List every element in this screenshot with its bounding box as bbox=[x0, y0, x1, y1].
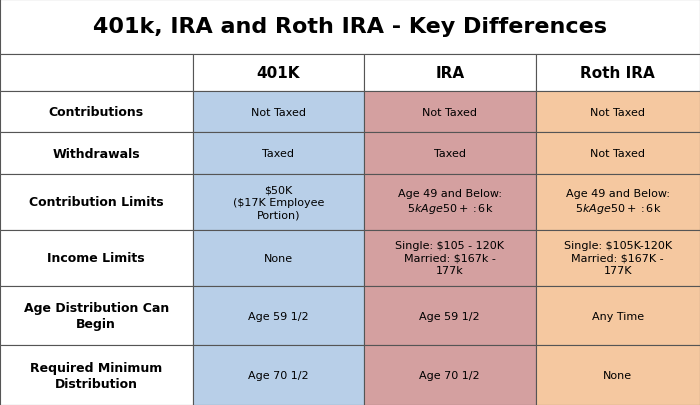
Text: 401K: 401K bbox=[256, 66, 300, 81]
Bar bbox=[536, 55, 700, 92]
Bar bbox=[536, 230, 700, 286]
Text: Age Distribution Can
Begin: Age Distribution Can Begin bbox=[24, 301, 169, 330]
Text: Required Minimum
Distribution: Required Minimum Distribution bbox=[30, 361, 162, 390]
Text: Taxed: Taxed bbox=[262, 149, 294, 159]
Bar bbox=[193, 345, 364, 405]
Text: Contribution Limits: Contribution Limits bbox=[29, 196, 164, 209]
Text: None: None bbox=[264, 253, 293, 263]
Bar bbox=[0, 175, 193, 230]
Bar bbox=[193, 175, 364, 230]
Bar bbox=[0, 286, 193, 345]
Text: 401k, IRA and Roth IRA - Key Differences: 401k, IRA and Roth IRA - Key Differences bbox=[93, 17, 607, 37]
Text: Not Taxed: Not Taxed bbox=[251, 107, 306, 117]
Text: Not Taxed: Not Taxed bbox=[590, 107, 645, 117]
Bar bbox=[364, 92, 536, 133]
Text: Contributions: Contributions bbox=[49, 106, 144, 119]
Text: Age 70 1/2: Age 70 1/2 bbox=[248, 370, 309, 380]
Bar bbox=[364, 55, 536, 92]
Text: Roth IRA: Roth IRA bbox=[580, 66, 655, 81]
Bar bbox=[0, 345, 193, 405]
Bar bbox=[193, 230, 364, 286]
Text: Income Limits: Income Limits bbox=[48, 252, 145, 264]
Bar bbox=[0, 0, 700, 55]
Bar bbox=[536, 175, 700, 230]
Bar bbox=[193, 286, 364, 345]
Bar bbox=[364, 133, 536, 175]
Text: IRA: IRA bbox=[435, 66, 464, 81]
Bar bbox=[536, 286, 700, 345]
Bar bbox=[0, 133, 193, 175]
Bar bbox=[0, 230, 193, 286]
Text: Single: $105K-120K
Married: $167K -
177K: Single: $105K-120K Married: $167K - 177K bbox=[564, 241, 672, 275]
Text: Age 59 1/2: Age 59 1/2 bbox=[248, 311, 309, 321]
Text: Single: $105 - 120K
Married: $167k -
177k: Single: $105 - 120K Married: $167k - 177… bbox=[395, 241, 504, 275]
Text: Any Time: Any Time bbox=[592, 311, 644, 321]
Bar bbox=[0, 55, 193, 92]
Bar bbox=[364, 175, 536, 230]
Bar bbox=[193, 133, 364, 175]
Text: Age 70 1/2: Age 70 1/2 bbox=[419, 370, 480, 380]
Text: Withdrawals: Withdrawals bbox=[52, 147, 140, 160]
Bar bbox=[536, 345, 700, 405]
Text: None: None bbox=[603, 370, 632, 380]
Text: Age 59 1/2: Age 59 1/2 bbox=[419, 311, 480, 321]
Text: Taxed: Taxed bbox=[434, 149, 466, 159]
Bar bbox=[536, 133, 700, 175]
Bar bbox=[364, 345, 536, 405]
Text: Age 49 and Below:
$5k  Age 50+: $6k: Age 49 and Below: $5k Age 50+: $6k bbox=[398, 189, 502, 216]
Text: $50K
($17K Employee
Portion): $50K ($17K Employee Portion) bbox=[232, 185, 324, 220]
Bar bbox=[364, 230, 536, 286]
Text: Age 49 and Below:
$5k  Age 50+: $6k: Age 49 and Below: $5k Age 50+: $6k bbox=[566, 189, 670, 216]
Bar bbox=[536, 92, 700, 133]
Bar bbox=[364, 286, 536, 345]
Text: Not Taxed: Not Taxed bbox=[422, 107, 477, 117]
Text: Not Taxed: Not Taxed bbox=[590, 149, 645, 159]
Bar bbox=[0, 92, 193, 133]
Bar bbox=[193, 92, 364, 133]
Bar bbox=[193, 55, 364, 92]
